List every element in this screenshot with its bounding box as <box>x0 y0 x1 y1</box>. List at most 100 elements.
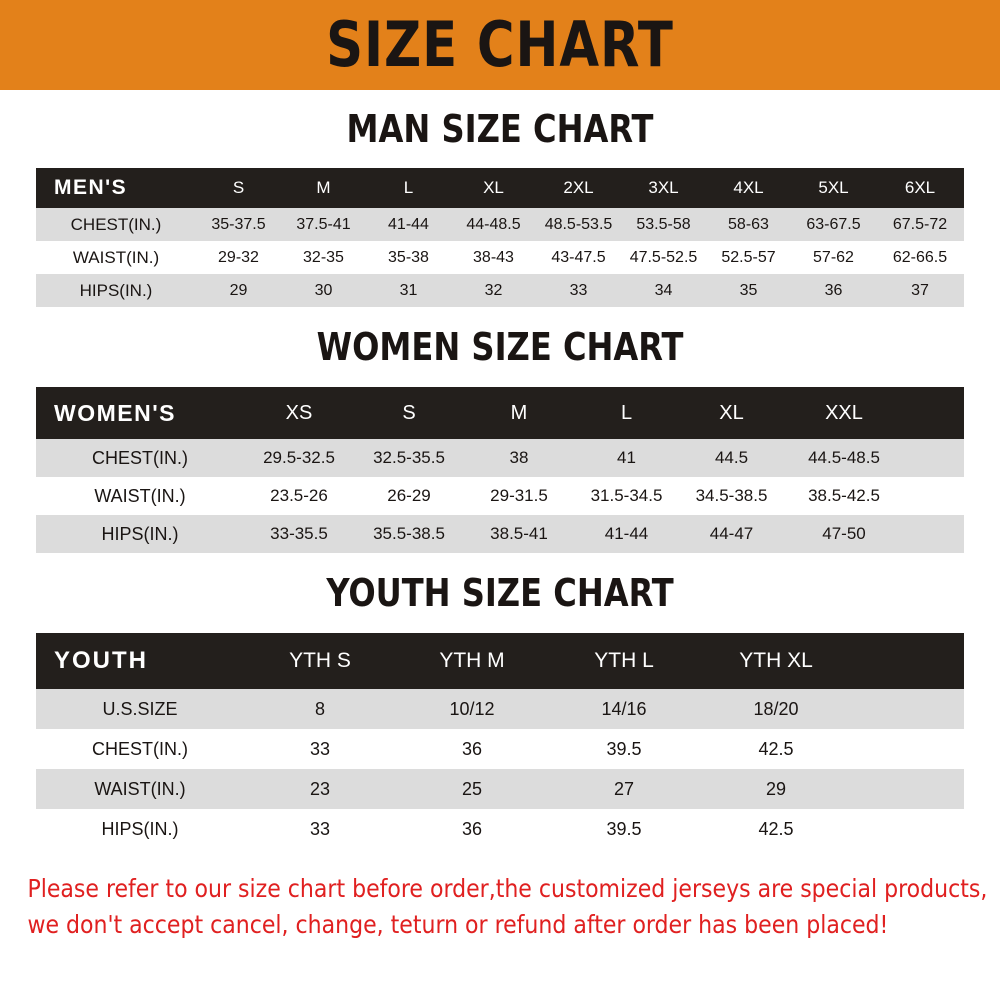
youth-size-col-0: YTH S <box>244 633 396 689</box>
man-size-col-2: L <box>366 168 451 208</box>
youth-table-body: YOUTH YTH S YTH M YTH L YTH XL U.S.SIZE … <box>36 633 964 849</box>
footer-disclaimer: Please refer to our size chart before or… <box>0 871 988 944</box>
women-cell-0-4: 44.5 <box>679 439 784 477</box>
youth-row-0-label: U.S.SIZE <box>36 689 244 729</box>
man-cell-1-0: 29-32 <box>196 241 281 274</box>
table-row: U.S.SIZE 8 10/12 14/16 18/20 <box>36 689 964 729</box>
youth-cell-0-0: 8 <box>244 689 396 729</box>
man-cell-0-1: 37.5-41 <box>281 208 366 241</box>
youth-size-col-4 <box>852 633 908 689</box>
youth-header-row: YOUTH YTH S YTH M YTH L YTH XL <box>36 633 964 689</box>
women-cell-0-0: 29.5-32.5 <box>244 439 354 477</box>
women-cell-1-3: 31.5-34.5 <box>574 477 679 515</box>
man-size-col-3: XL <box>451 168 536 208</box>
man-row-2-label: HIPS(IN.) <box>36 274 196 307</box>
man-size-col-0: S <box>196 168 281 208</box>
youth-cell-1-1: 36 <box>396 729 548 769</box>
footer-line-1: Please refer to our size chart before or… <box>27 874 988 903</box>
youth-size-col-5 <box>908 633 964 689</box>
women-table-body: WOMEN'S XS S M L XL XXL CHEST(IN.) 29.5-… <box>36 387 964 553</box>
women-size-col-6 <box>904 387 934 439</box>
man-cell-1-1: 32-35 <box>281 241 366 274</box>
women-size-col-0: XS <box>244 387 354 439</box>
table-row: HIPS(IN.) 29 30 31 32 33 34 35 36 37 <box>36 274 964 307</box>
man-cell-1-3: 38-43 <box>451 241 536 274</box>
youth-row-2-label: WAIST(IN.) <box>36 769 244 809</box>
youth-cell-3-0: 33 <box>244 809 396 849</box>
women-cell-1-6 <box>904 477 934 515</box>
table-row: CHEST(IN.) 35-37.5 37.5-41 41-44 44-48.5… <box>36 208 964 241</box>
women-size-col-1: S <box>354 387 464 439</box>
youth-cell-3-4 <box>852 809 908 849</box>
man-cell-2-7: 36 <box>791 274 876 307</box>
man-cell-0-3: 44-48.5 <box>451 208 536 241</box>
man-cell-0-7: 63-67.5 <box>791 208 876 241</box>
youth-size-col-1: YTH M <box>396 633 548 689</box>
man-cell-1-4: 43-47.5 <box>536 241 621 274</box>
man-cell-1-2: 35-38 <box>366 241 451 274</box>
man-cell-0-5: 53.5-58 <box>621 208 706 241</box>
man-cell-1-6: 52.5-57 <box>706 241 791 274</box>
man-cell-0-6: 58-63 <box>706 208 791 241</box>
women-cell-1-2: 29-31.5 <box>464 477 574 515</box>
youth-cell-1-5 <box>908 729 964 769</box>
man-size-col-8: 6XL <box>876 168 964 208</box>
man-size-col-6: 4XL <box>706 168 791 208</box>
women-cell-1-1: 26-29 <box>354 477 464 515</box>
women-cell-2-6 <box>904 515 934 553</box>
women-cell-0-1: 32.5-35.5 <box>354 439 464 477</box>
man-header-label: MEN'S <box>36 168 196 208</box>
youth-cell-3-2: 39.5 <box>548 809 700 849</box>
youth-cell-0-5 <box>908 689 964 729</box>
women-size-col-3: L <box>574 387 679 439</box>
women-header-row: WOMEN'S XS S M L XL XXL <box>36 387 964 439</box>
man-cell-2-8: 37 <box>876 274 964 307</box>
women-cell-0-3: 41 <box>574 439 679 477</box>
man-table-body: MEN'S S M L XL 2XL 3XL 4XL 5XL 6XL CHEST… <box>36 168 964 307</box>
man-row-1-label: WAIST(IN.) <box>36 241 196 274</box>
man-cell-0-0: 35-37.5 <box>196 208 281 241</box>
youth-cell-0-4 <box>852 689 908 729</box>
table-row: CHEST(IN.) 33 36 39.5 42.5 <box>36 729 964 769</box>
man-cell-1-5: 47.5-52.5 <box>621 241 706 274</box>
table-row: WAIST(IN.) 23 25 27 29 <box>36 769 964 809</box>
youth-size-col-3: YTH XL <box>700 633 852 689</box>
youth-cell-0-1: 10/12 <box>396 689 548 729</box>
man-cell-2-0: 29 <box>196 274 281 307</box>
youth-cell-1-4 <box>852 729 908 769</box>
women-cell-2-4: 44-47 <box>679 515 784 553</box>
women-cell-0-5: 44.5-48.5 <box>784 439 904 477</box>
women-row-2-label: HIPS(IN.) <box>36 515 244 553</box>
footer-line-2: we don't accept cancel, change, teturn o… <box>27 910 889 940</box>
man-size-col-1: M <box>281 168 366 208</box>
man-cell-2-6: 35 <box>706 274 791 307</box>
page-banner: SIZE CHART <box>0 0 1000 90</box>
women-cell-2-1: 35.5-38.5 <box>354 515 464 553</box>
women-cell-2-3: 41-44 <box>574 515 679 553</box>
women-row-1-label: WAIST(IN.) <box>36 477 244 515</box>
youth-row-1-label: CHEST(IN.) <box>36 729 244 769</box>
man-row-0-label: CHEST(IN.) <box>36 208 196 241</box>
youth-size-table-wrap: YOUTH YTH S YTH M YTH L YTH XL U.S.SIZE … <box>36 633 964 849</box>
man-size-table-wrap: MEN'S S M L XL 2XL 3XL 4XL 5XL 6XL CHEST… <box>36 168 964 307</box>
man-cell-1-8: 62-66.5 <box>876 241 964 274</box>
women-cell-1-5: 38.5-42.5 <box>784 477 904 515</box>
women-size-table: WOMEN'S XS S M L XL XXL CHEST(IN.) 29.5-… <box>36 387 964 553</box>
youth-size-col-2: YTH L <box>548 633 700 689</box>
youth-header-label: YOUTH <box>36 633 244 689</box>
youth-cell-0-2: 14/16 <box>548 689 700 729</box>
women-size-col-5: XXL <box>784 387 904 439</box>
youth-cell-3-5 <box>908 809 964 849</box>
man-cell-2-3: 32 <box>451 274 536 307</box>
youth-cell-2-2: 27 <box>548 769 700 809</box>
women-cell-0-6 <box>904 439 934 477</box>
youth-cell-3-3: 42.5 <box>700 809 852 849</box>
women-cell-0-2: 38 <box>464 439 574 477</box>
women-cell-1-4: 34.5-38.5 <box>679 477 784 515</box>
table-row: HIPS(IN.) 33-35.5 35.5-38.5 38.5-41 41-4… <box>36 515 964 553</box>
table-row: WAIST(IN.) 23.5-26 26-29 29-31.5 31.5-34… <box>36 477 964 515</box>
youth-cell-2-4 <box>852 769 908 809</box>
women-size-col-7 <box>934 387 964 439</box>
man-cell-2-2: 31 <box>366 274 451 307</box>
youth-size-table: YOUTH YTH S YTH M YTH L YTH XL U.S.SIZE … <box>36 633 964 849</box>
